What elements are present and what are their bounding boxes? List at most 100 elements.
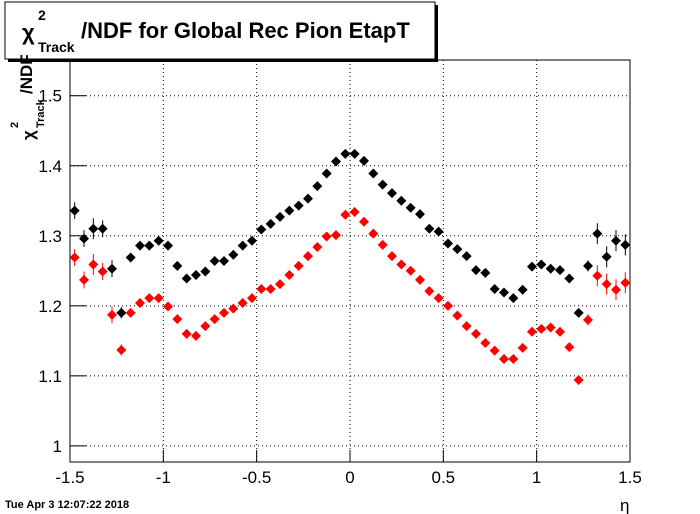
x-tick-label: 0.5 (432, 468, 456, 487)
marker (321, 168, 332, 179)
marker (564, 273, 575, 284)
marker (293, 260, 304, 271)
marker (359, 216, 369, 227)
marker (312, 181, 323, 192)
marker (443, 300, 453, 311)
marker (368, 168, 379, 179)
marker (573, 375, 584, 386)
marker (209, 256, 220, 266)
marker (79, 233, 89, 244)
marker (191, 330, 201, 341)
marker (181, 273, 192, 284)
marker (415, 274, 425, 285)
marker (545, 322, 556, 333)
marker (256, 224, 267, 235)
marker (275, 211, 285, 222)
marker (415, 209, 425, 220)
marker (256, 284, 267, 295)
marker (461, 251, 472, 262)
marker (79, 274, 89, 285)
marker (508, 293, 519, 304)
title: χ 2 Track /NDF for Global Rec Pion EtapT (22, 7, 410, 55)
marker (331, 230, 341, 241)
marker (471, 328, 481, 339)
ylabel-sup: 2 (9, 122, 21, 128)
y-axis-label: χ 2 Track /NDF (9, 54, 47, 140)
marker (480, 337, 491, 348)
marker (237, 240, 248, 251)
title-sup: 2 (38, 7, 46, 23)
title-symbol: χ (22, 20, 35, 45)
marker (144, 293, 155, 304)
marker (116, 307, 127, 318)
x-tick-label: 0 (345, 468, 354, 487)
marker (564, 342, 575, 353)
marker (247, 293, 257, 304)
marker (536, 323, 547, 334)
marker (88, 259, 99, 270)
marker (396, 195, 407, 206)
marker (265, 218, 276, 229)
marker (405, 265, 416, 276)
marker (573, 307, 584, 318)
marker (303, 251, 313, 262)
marker (340, 209, 351, 220)
marker (527, 261, 537, 272)
x-tick-label: 1 (532, 468, 541, 487)
marker (153, 235, 164, 246)
marker (377, 179, 388, 190)
marker (508, 354, 519, 365)
marker (125, 307, 136, 318)
y-tick-label: 1.4 (38, 157, 62, 176)
marker (396, 259, 407, 270)
marker (583, 260, 593, 271)
marker (265, 284, 276, 295)
y-tick-label: 1.2 (38, 297, 62, 316)
marker (163, 240, 173, 251)
marker (443, 238, 453, 249)
x-tick-label: -1.5 (55, 468, 84, 487)
x-tick-label: -0.5 (242, 468, 271, 487)
marker (555, 326, 565, 337)
marker (228, 303, 239, 314)
marker (144, 240, 155, 251)
marker (545, 263, 556, 274)
marker (349, 148, 360, 159)
marker (181, 328, 192, 339)
marker (321, 231, 332, 242)
marker (247, 235, 257, 246)
marker (620, 277, 631, 288)
y-tick-label: 1.5 (38, 87, 62, 106)
marker (611, 235, 621, 246)
marker (284, 270, 295, 281)
marker (107, 309, 117, 320)
ylabel-sub: Track (35, 98, 47, 128)
x-tick-label: -1 (156, 468, 171, 487)
marker (368, 228, 379, 239)
ylabel-symbol: χ (19, 130, 38, 140)
marker (499, 287, 509, 298)
marker (424, 286, 435, 297)
marker (527, 326, 537, 337)
marker (69, 252, 80, 263)
marker (536, 259, 547, 270)
title-sub: Track (38, 39, 75, 55)
title-box (4, 1, 436, 60)
marker (499, 354, 509, 365)
marker (611, 284, 621, 295)
marker (359, 155, 369, 166)
marker (387, 251, 397, 262)
marker (555, 265, 565, 276)
marker (471, 265, 481, 276)
marker (312, 241, 323, 252)
marker (69, 205, 80, 216)
marker (125, 252, 136, 263)
marker (601, 251, 612, 262)
marker (303, 193, 313, 204)
marker (88, 223, 99, 234)
marker (237, 298, 248, 309)
x-tick-label: 1.5 (618, 468, 642, 487)
marker (433, 293, 444, 304)
marker (592, 270, 603, 281)
